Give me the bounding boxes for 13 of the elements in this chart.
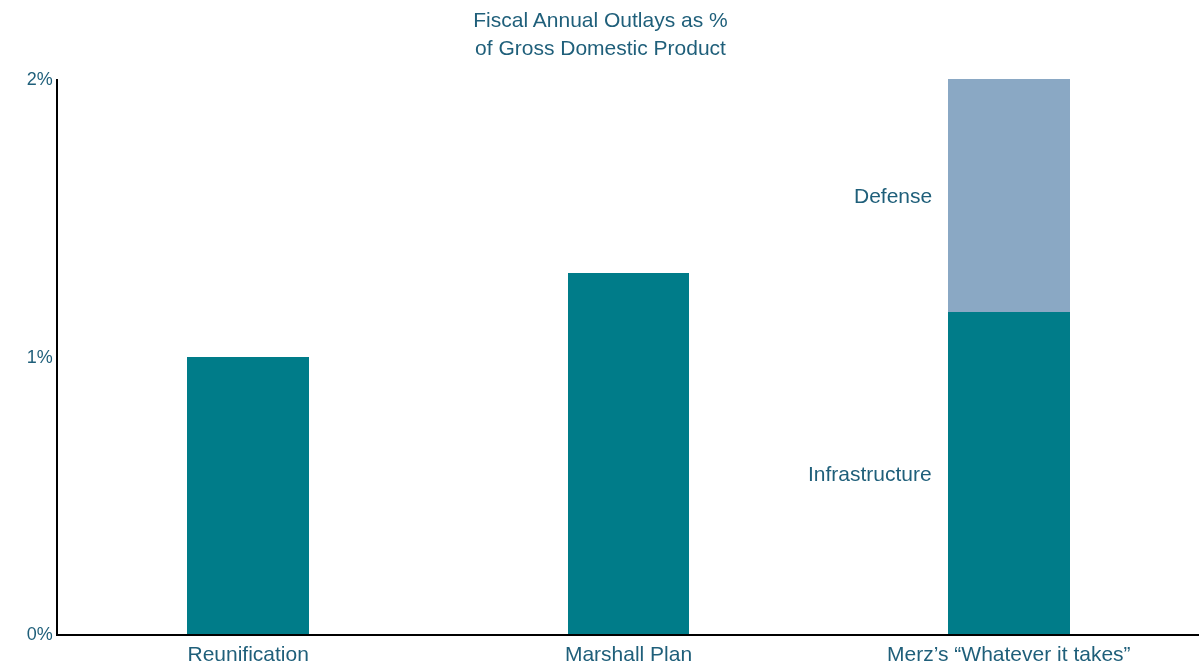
- x-tick-label: Reunification: [187, 641, 309, 665]
- y-tick-label: 2%: [26, 69, 53, 90]
- series-label: Defense: [854, 184, 933, 207]
- x-tick-label: Merz’s “Whatever it takes”: [887, 641, 1131, 665]
- bar: [947, 312, 1070, 634]
- x-tick-label: Marshall Plan: [564, 641, 693, 665]
- bar: [947, 79, 1070, 313]
- bar: [567, 273, 690, 634]
- y-tick-label: 1%: [26, 346, 53, 367]
- series-label: Infrastructure: [808, 462, 932, 485]
- chart-title: Fiscal Annual Outlays as % of Gross Domestic Product: [473, 8, 728, 59]
- y-tick-label: 0%: [26, 624, 53, 645]
- bar: [187, 356, 310, 634]
